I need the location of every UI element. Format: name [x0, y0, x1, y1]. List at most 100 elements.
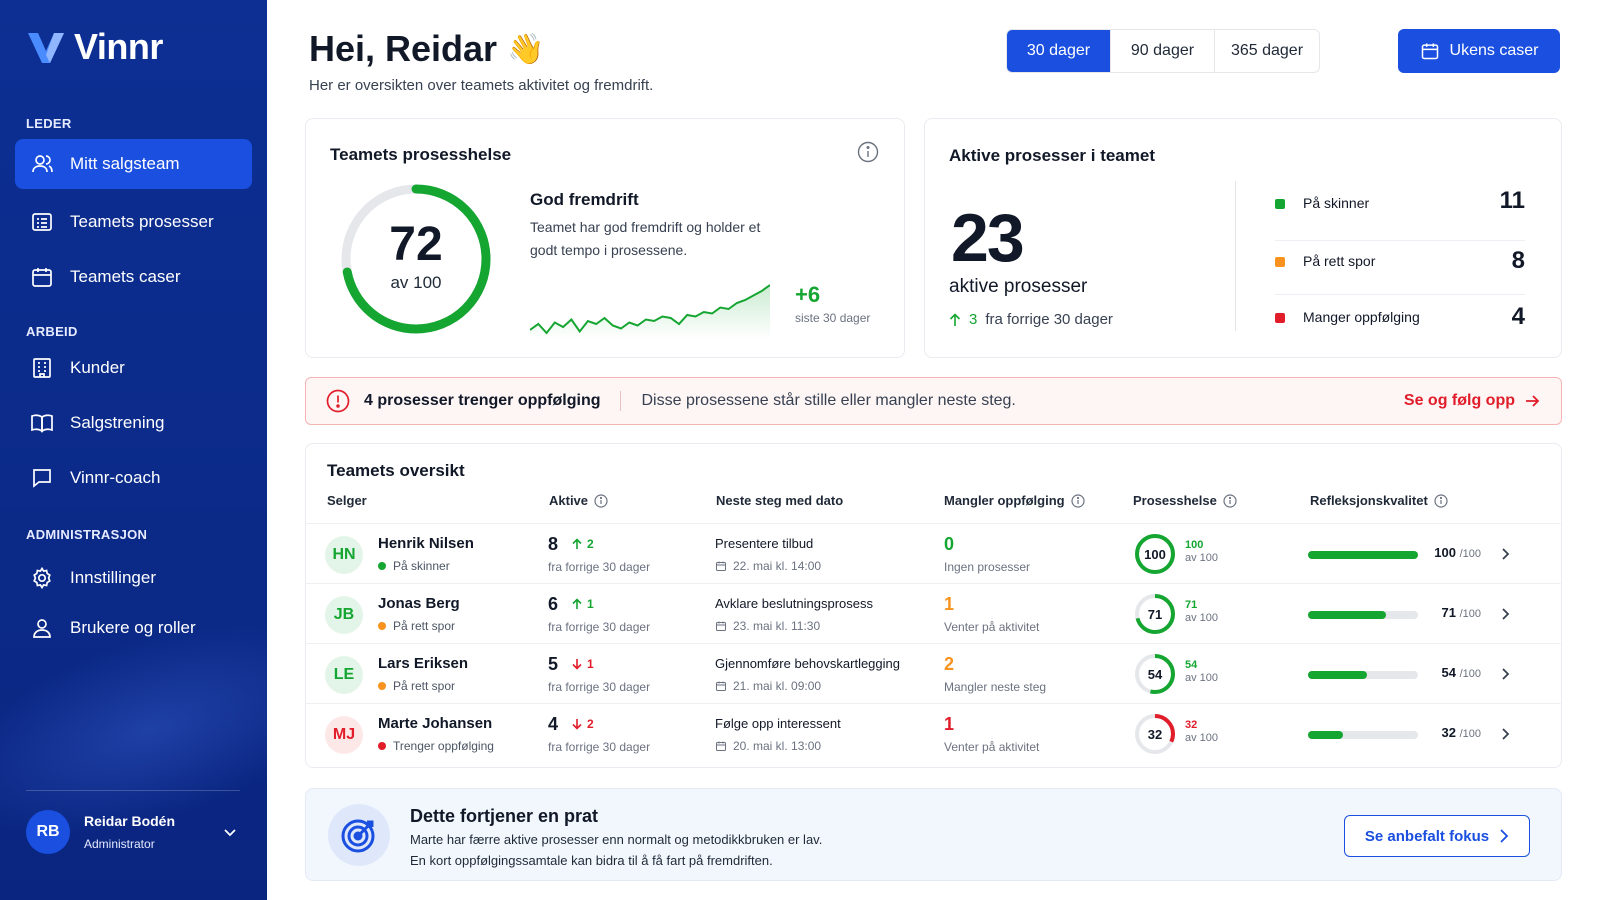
user-role: Administrator [84, 837, 155, 851]
column-header-selger[interactable]: Selger [327, 493, 367, 508]
ukens-caser-button[interactable]: Ukens caser [1398, 29, 1560, 73]
seller-name[interactable]: Lars Eriksen [378, 655, 469, 672]
info-icon[interactable] [594, 493, 608, 508]
process-health-max: av 100 [1185, 672, 1219, 684]
active-delta-label: fra forrige 30 dager [548, 740, 651, 754]
next-step-date: 23. mai kl. 11:30 [715, 619, 820, 633]
team-overview-card [305, 443, 1562, 768]
next-step: Presentere tilbud [715, 536, 814, 551]
health-trend-sparkline [530, 284, 770, 339]
overview-title: Teamets oversikt [327, 461, 465, 480]
chevron-right-icon[interactable] [1497, 726, 1513, 742]
sidebar-item-brukere-og-roller[interactable]: Brukere og roller [15, 603, 252, 653]
process-health-small: 100 [1185, 539, 1204, 551]
logo[interactable]: Vinnr [26, 26, 163, 68]
table-row[interactable]: LE Lars Eriksen På rett spor 5 1 fra forrige … [305, 643, 1562, 703]
active-count: 4 [548, 714, 559, 734]
process-health-value: 54 [1147, 666, 1163, 682]
list-icon [32, 213, 52, 231]
breakdown-item[interactable]: På skinner 11 [1275, 187, 1525, 241]
chat-icon [33, 469, 51, 488]
recommended-focus-button[interactable]: Se anbefalt fokus [1344, 815, 1530, 857]
status-square-green [1275, 199, 1285, 209]
range-90-button[interactable]: 90 dager [1111, 30, 1215, 72]
missing-followup-label: Venter på aktivitet [944, 740, 1040, 754]
active-delta-row: 3 fra forrige 30 dager [949, 311, 1113, 328]
reflection-max: /100 [1459, 548, 1481, 560]
process-health-ring-svg [1135, 654, 1175, 694]
range-365-button[interactable]: 365 dager [1230, 42, 1304, 59]
chevron-right-icon[interactable] [1497, 666, 1513, 682]
sidebar-item-mitt-salgsteam[interactable]: Mitt salgsteam [15, 139, 252, 189]
chevron-right-icon[interactable] [1497, 546, 1513, 562]
missing-followup-count: 1 [944, 714, 955, 734]
table-row[interactable]: JB Jonas Berg På rett spor 6 1 fra forrige 30… [305, 583, 1562, 643]
active-delta-value: 2 [587, 537, 594, 551]
alert-icon [326, 389, 350, 413]
column-header-neste-steg[interactable]: Neste steg med dato [716, 493, 843, 508]
avatar: MJ [325, 716, 363, 754]
arrow-up-icon [572, 538, 582, 549]
sidebar-item-kunder[interactable]: Kunder [15, 343, 252, 393]
active-delta-label: fra forrige 30 dager [985, 311, 1113, 328]
chevron-down-icon[interactable] [222, 824, 238, 840]
column-header-aktive[interactable]: Aktive [549, 493, 608, 508]
reflection-value: 71 /100 [1425, 605, 1481, 620]
process-health-small: 54 [1185, 659, 1198, 671]
sidebar-item-innstillinger[interactable]: Innstillinger [15, 553, 252, 603]
process-health-arc [1135, 594, 1175, 634]
avatar: RB [26, 810, 70, 854]
breakdown-value: 8 [1511, 247, 1525, 274]
table-row[interactable]: MJ Marte Johansen Trenger oppfølging 4 2 fra … [305, 703, 1562, 763]
process-health-ring: 54 [1133, 652, 1177, 696]
seller-status-label: Trenger oppfølging [393, 739, 494, 753]
process-health-arc [1135, 534, 1175, 574]
reflection-max: /100 [1459, 728, 1481, 740]
column-header-prosesshelse[interactable]: Prosesshelse [1133, 493, 1237, 508]
alert-title: 4 prosesser trenger oppfølging [364, 392, 601, 409]
process-health-value: 71 [1147, 606, 1163, 622]
next-step-date-label: 21. mai kl. 09:00 [733, 679, 822, 693]
building-icon [33, 358, 51, 378]
user-menu[interactable]: RB Reidar Bodén Administrator [26, 810, 246, 854]
sidebar-divider [26, 790, 240, 791]
next-step: Følge opp interessent [715, 716, 841, 731]
calendar-icon [1421, 43, 1438, 60]
users-icon [32, 155, 53, 173]
sidebar-item-teamets-prosesser[interactable]: Teamets prosesser [15, 197, 252, 247]
info-icon[interactable] [857, 141, 879, 163]
reflection-score: 32 [1441, 725, 1456, 740]
sidebar-item-teamets-caser[interactable]: Teamets caser [15, 252, 252, 302]
reflection-score: 54 [1441, 665, 1456, 680]
process-health-ring-svg [1135, 714, 1175, 754]
seller-status: På skinner [378, 559, 450, 573]
reflection-max: /100 [1459, 668, 1481, 680]
seller-name[interactable]: Jonas Berg [378, 595, 460, 612]
reflection-score: 71 [1441, 605, 1456, 620]
next-step-date: 22. mai kl. 14:00 [715, 559, 821, 573]
info-icon[interactable] [1434, 493, 1448, 508]
process-health-arc [1135, 654, 1175, 694]
range-selector: 30 dager 90 dager 365 dager [1006, 29, 1320, 73]
column-header-refleksjon[interactable]: Refleksjonskvalitet [1310, 493, 1448, 508]
seller-name[interactable]: Marte Johansen [378, 715, 493, 732]
wave-icon: 👋 [507, 32, 545, 66]
tip-card: Dette fortjener en prat Marte har færre … [305, 788, 1562, 881]
breakdown-item[interactable]: På rett spor 8 [1275, 241, 1525, 295]
tip-line-1: Marte har færre aktive prosesser enn nor… [410, 832, 823, 847]
info-icon[interactable] [1070, 493, 1085, 508]
alert-link[interactable]: Se og følg opp [1404, 392, 1539, 410]
seller-status: På rett spor [378, 679, 455, 693]
table-row[interactable]: HN Henrik Nilsen På skinner 8 2 fra forrige 3… [305, 523, 1562, 583]
breakdown-label: På skinner [1303, 195, 1370, 211]
info-icon[interactable] [1223, 493, 1237, 508]
column-header-mangler[interactable]: Mangler oppfølging [944, 493, 1085, 508]
health-score: 72 [389, 218, 443, 271]
process-health-text: 32 av 100 [1185, 719, 1218, 745]
seller-name[interactable]: Henrik Nilsen [378, 535, 474, 552]
sidebar-item-salgstrening[interactable]: Salgstrening [15, 398, 252, 448]
breakdown-item[interactable]: Manger oppfølging 4 [1275, 295, 1525, 349]
range-30-button[interactable]: 30 dager [1007, 30, 1111, 72]
chevron-right-icon[interactable] [1497, 606, 1513, 622]
sidebar-item-vinnr-coach[interactable]: Vinnr-coach [15, 453, 252, 503]
